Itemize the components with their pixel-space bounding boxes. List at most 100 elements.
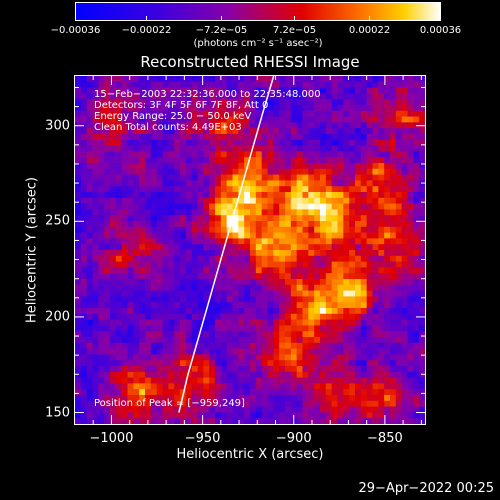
- heatmap-cell: [174, 209, 181, 216]
- heatmap-cell: [104, 209, 111, 216]
- heatmap-cell: [168, 354, 175, 361]
- heatmap-cell: [390, 116, 397, 123]
- heatmap-cell: [220, 360, 228, 367]
- heatmap-cell: [325, 81, 333, 89]
- heatmap-cell: [395, 174, 403, 181]
- heatmap-cell: [343, 244, 350, 251]
- heatmap-cell: [360, 180, 368, 187]
- heatmap-cell: [121, 395, 129, 402]
- heatmap-cell: [220, 76, 228, 83]
- heatmap-cell: [209, 337, 216, 344]
- heatmap-cell: [244, 232, 251, 239]
- heatmap-cell: [220, 279, 228, 286]
- heatmap-cell: [150, 371, 158, 379]
- heatmap-cell: [139, 215, 146, 222]
- heatmap-cell: [215, 325, 222, 332]
- colorbar-tick-label: 0.00036: [419, 25, 462, 36]
- heatmap-cell: [273, 290, 280, 297]
- heatmap-cell: [355, 377, 362, 384]
- heatmap-cell: [162, 180, 169, 187]
- heatmap-cell: [261, 180, 269, 187]
- heatmap-cell: [349, 163, 356, 170]
- heatmap-cell: [255, 261, 263, 268]
- heatmap-cell: [215, 354, 222, 361]
- heatmap-cell: [86, 244, 94, 251]
- heatmap-cell: [250, 273, 257, 280]
- heatmap-cell: [250, 406, 257, 413]
- heatmap-cell: [180, 105, 187, 112]
- heatmap-cell: [139, 105, 146, 112]
- heatmap-cell: [104, 337, 111, 344]
- heatmap-cell: [244, 87, 251, 94]
- heatmap-cell: [185, 261, 193, 268]
- heatmap-cell: [110, 395, 117, 402]
- x-axis-label: Heliocentric X (arcsec): [176, 447, 324, 462]
- heatmap-cell: [220, 180, 228, 187]
- heatmap-cell: [390, 215, 397, 222]
- heatmap-cell: [314, 337, 321, 344]
- heatmap-cell: [331, 261, 339, 268]
- heatmap-cell: [110, 348, 117, 355]
- heatmap-cell: [226, 250, 234, 257]
- heatmap-cell: [325, 168, 333, 176]
- heatmap-cell: [244, 267, 251, 274]
- heatmap-cell: [185, 151, 193, 158]
- heatmap-cell: [419, 232, 426, 239]
- heatmap-cell: [296, 186, 304, 193]
- heatmap-cell: [355, 226, 362, 234]
- heatmap-cell: [110, 389, 117, 396]
- heatmap-cell: [133, 377, 140, 384]
- heatmap-cell: [355, 192, 362, 199]
- heatmap-cell: [150, 279, 158, 286]
- heatmap-cell: [180, 139, 187, 147]
- heatmap-cell: [168, 238, 175, 245]
- heatmap-cell: [308, 226, 315, 234]
- heatmap-cell: [401, 371, 409, 379]
- heatmap-cell: [191, 371, 199, 379]
- heatmap-cell: [191, 215, 199, 222]
- heatmap-cell: [267, 348, 274, 355]
- heatmap-cell: [156, 255, 164, 263]
- heatmap-cell: [110, 134, 117, 141]
- heatmap-cell: [98, 134, 105, 141]
- heatmap-cell: [174, 406, 181, 413]
- heatmap-cell: [115, 319, 123, 326]
- heatmap-cell: [413, 186, 420, 193]
- heatmap-cell: [255, 128, 263, 135]
- heatmap-cell: [378, 122, 385, 129]
- heatmap-cell: [349, 209, 356, 216]
- heatmap-cell: [325, 383, 333, 390]
- heatmap-cell: [139, 145, 146, 152]
- heatmap-cell: [267, 151, 274, 158]
- heatmap-cell: [162, 145, 169, 152]
- heatmap-cell: [232, 145, 239, 152]
- heatmap-cell: [407, 81, 414, 89]
- heatmap-cell: [413, 383, 420, 390]
- heatmap-cell: [226, 371, 234, 379]
- heatmap-cell: [162, 116, 169, 123]
- heatmap-cell: [133, 250, 140, 257]
- heatmap-cell: [407, 377, 414, 384]
- heatmap-cell: [279, 296, 286, 303]
- heatmap-cell: [127, 348, 134, 355]
- heatmap-cell: [384, 273, 391, 280]
- heatmap-cell: [156, 383, 164, 390]
- heatmap-cell: [360, 110, 368, 118]
- heatmap-cell: [127, 163, 134, 170]
- heatmap-cell: [104, 99, 111, 106]
- heatmap-cell: [320, 296, 327, 303]
- heatmap-cell: [308, 377, 315, 384]
- heatmap-cell: [296, 273, 304, 280]
- heatmap-cell: [232, 180, 239, 187]
- heatmap-cell: [366, 331, 374, 338]
- heatmap-cell: [197, 360, 204, 367]
- heatmap-cell: [279, 105, 286, 112]
- heatmap-cell: [86, 383, 94, 390]
- heatmap-cell: [139, 157, 146, 164]
- heatmap-cell: [390, 76, 397, 83]
- heatmap-cell: [110, 192, 117, 199]
- heatmap-cell: [325, 296, 333, 303]
- heatmap-cell: [349, 360, 356, 367]
- heatmap-cell: [285, 122, 292, 129]
- heatmap-cell: [413, 163, 420, 170]
